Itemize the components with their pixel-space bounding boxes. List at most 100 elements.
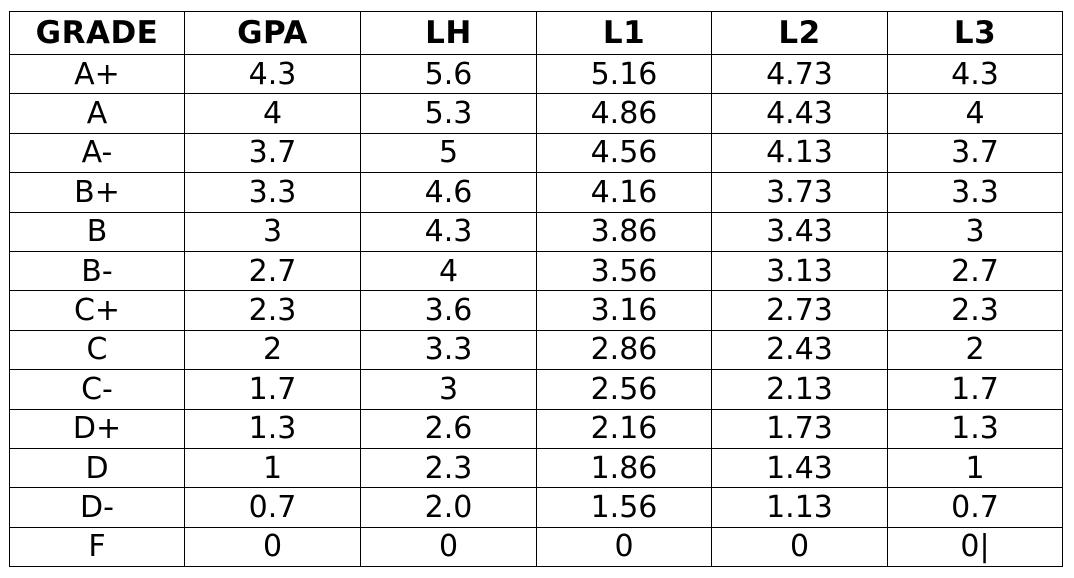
table-row: A 4 5.3 4.86 4.43 4 <box>9 93 1063 134</box>
table-cell-l1: 1.86 <box>536 447 712 489</box>
table-row: D 1 2.3 1.86 1.43 1 <box>9 447 1063 489</box>
table-row: D- 0.7 2.0 1.56 1.13 0.7 <box>9 487 1063 528</box>
table-row: B- 2.7 4 3.56 3.13 2.7 <box>9 250 1063 292</box>
table-cell-l1: 2.56 <box>536 369 712 410</box>
table-row: C- 1.7 3 2.56 2.13 1.7 <box>9 369 1063 410</box>
table-cell-l2: 3.73 <box>711 172 888 213</box>
table-cell-lh: 3 <box>360 369 537 410</box>
table-cell-l3: 0| <box>887 526 1063 568</box>
table-cell-gpa: 4 <box>184 93 361 134</box>
table-cell-gpa: 3.3 <box>184 172 361 213</box>
table-row: F 0 0 0 0 0| <box>9 526 1063 568</box>
table-cell-l3: 3 <box>887 211 1063 252</box>
table-cell-lh: 4.3 <box>360 211 537 252</box>
table-cell-grade: C <box>9 329 185 371</box>
table-cell-grade: D- <box>9 487 185 528</box>
table-cell-l3: 3.3 <box>887 172 1063 213</box>
table-cell-lh: 4.6 <box>360 172 537 213</box>
table-row: C 2 3.3 2.86 2.43 2 <box>9 329 1063 371</box>
table-cell-grade: B+ <box>9 172 185 213</box>
header-row: GRADE GPA LH L1 L2 L3 <box>9 11 1063 55</box>
table-cell-lh: 0 <box>360 526 537 568</box>
table-cell-lh: 3.3 <box>360 329 537 371</box>
table-cell-grade: C+ <box>9 290 185 331</box>
table-row: D+ 1.3 2.6 2.16 1.73 1.3 <box>9 408 1063 449</box>
table-row: A+ 4.3 5.6 5.16 4.73 4.3 <box>9 53 1063 95</box>
table-cell-l1: 4.86 <box>536 93 712 134</box>
table-cell-gpa: 3.7 <box>184 132 361 174</box>
table-cell-gpa: 2 <box>184 329 361 371</box>
table-cell-l3: 4 <box>887 93 1063 134</box>
table-body: A+ 4.3 5.6 5.16 4.73 4.3 A 4 5.3 4.86 4.43 4 A- 3.7 5 4… <box>9 53 1063 568</box>
table-cell-l2: 3.43 <box>711 211 888 252</box>
table-cell-grade: B <box>9 211 185 252</box>
table-cell-l3: 2 <box>887 329 1063 371</box>
table-row: B+ 3.3 4.6 4.16 3.73 3.3 <box>9 172 1063 213</box>
table-header: GRADE GPA LH L1 L2 L3 <box>9 11 1063 55</box>
table-cell-l3: 1.7 <box>887 369 1063 410</box>
table-cell-grade: B- <box>9 250 185 292</box>
table-cell-gpa: 0.7 <box>184 487 361 528</box>
table-cell-l2: 2.13 <box>711 369 888 410</box>
table-cell-gpa: 1.3 <box>184 408 361 449</box>
table-cell-l2: 2.43 <box>711 329 888 371</box>
header-cell-l1: L1 <box>536 11 712 55</box>
table-cell-l3: 2.7 <box>887 250 1063 292</box>
table-cell-l3: 2.3 <box>887 290 1063 331</box>
table-cell-gpa: 2.7 <box>184 250 361 292</box>
table-cell-l2: 4.73 <box>711 53 888 95</box>
table-cell-grade: A- <box>9 132 185 174</box>
table-cell-lh: 5.3 <box>360 93 537 134</box>
table-cell-l2: 0 <box>711 526 888 568</box>
table-cell-l2: 2.73 <box>711 290 888 331</box>
table-cell-grade: F <box>9 526 185 568</box>
table-cell-l1: 3.56 <box>536 250 712 292</box>
table-cell-l1: 5.16 <box>536 53 712 95</box>
table-cell-grade: A <box>9 93 185 134</box>
table-cell-l1: 2.16 <box>536 408 712 449</box>
table-cell-l1: 0 <box>536 526 712 568</box>
table-cell-grade: D <box>9 447 185 489</box>
table-cell-l3: 3.7 <box>887 132 1063 174</box>
table-cell-gpa: 2.3 <box>184 290 361 331</box>
table-row: C+ 2.3 3.6 3.16 2.73 2.3 <box>9 290 1063 331</box>
header-cell-gpa: GPA <box>184 11 361 55</box>
table-row: B 3 4.3 3.86 3.43 3 <box>9 211 1063 252</box>
table-row: A- 3.7 5 4.56 4.13 3.7 <box>9 132 1063 174</box>
table-cell-gpa: 1 <box>184 447 361 489</box>
table-cell-gpa: 4.3 <box>184 53 361 95</box>
header-cell-lh: LH <box>360 11 537 55</box>
table-cell-gpa: 0 <box>184 526 361 568</box>
table-cell-lh: 2.6 <box>360 408 537 449</box>
table-cell-l2: 4.13 <box>711 132 888 174</box>
table-cell-l1: 3.16 <box>536 290 712 331</box>
table-cell-l2: 3.13 <box>711 250 888 292</box>
table-cell-lh: 2.3 <box>360 447 537 489</box>
table-cell-gpa: 3 <box>184 211 361 252</box>
table-cell-lh: 2.0 <box>360 487 537 528</box>
table-cell-gpa: 1.7 <box>184 369 361 410</box>
table-cell-grade: D+ <box>9 408 185 449</box>
table-cell-l1: 4.16 <box>536 172 712 213</box>
header-cell-l2: L2 <box>711 11 888 55</box>
table-cell-grade: A+ <box>9 53 185 95</box>
table-cell-lh: 5.6 <box>360 53 537 95</box>
table-cell-l3: 0.7 <box>887 487 1063 528</box>
table-cell-l3: 1.3 <box>887 408 1063 449</box>
table-cell-l1: 2.86 <box>536 329 712 371</box>
table-cell-lh: 4 <box>360 250 537 292</box>
header-cell-grade: GRADE <box>9 11 185 55</box>
table-cell-l3: 1 <box>887 447 1063 489</box>
table-cell-l2: 1.73 <box>711 408 888 449</box>
table-cell-lh: 3.6 <box>360 290 537 331</box>
table-cell-l2: 4.43 <box>711 93 888 134</box>
grade-table-container: GRADE GPA LH L1 L2 L3 A+ 4.3 5.6 5.16 4.73 4.… <box>9 11 1063 568</box>
table-cell-l1: 4.56 <box>536 132 712 174</box>
table-cell-l1: 1.56 <box>536 487 712 528</box>
table-cell-grade: C- <box>9 369 185 410</box>
grade-conversion-table: GRADE GPA LH L1 L2 L3 A+ 4.3 5.6 5.16 4.73 4.… <box>9 11 1063 568</box>
table-cell-l2: 1.13 <box>711 487 888 528</box>
table-cell-l3: 4.3 <box>887 53 1063 95</box>
header-cell-l3: L3 <box>887 11 1063 55</box>
table-cell-l2: 1.43 <box>711 447 888 489</box>
